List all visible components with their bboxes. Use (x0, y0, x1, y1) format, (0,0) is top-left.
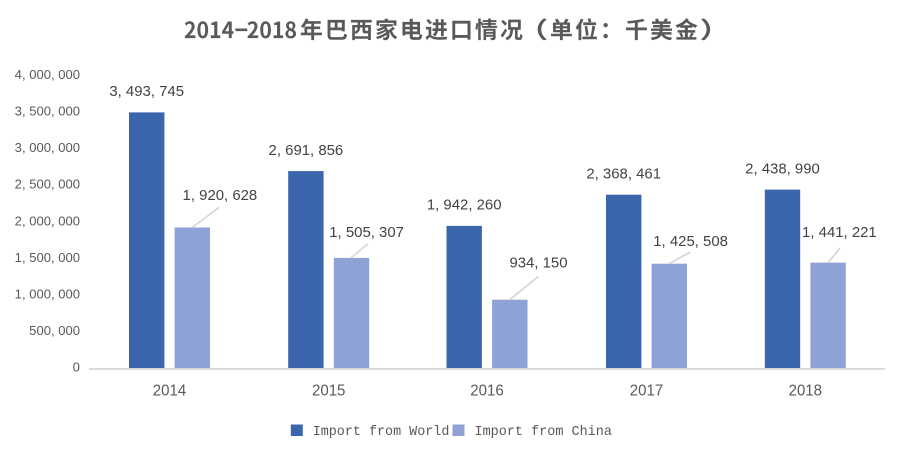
svg-text:2, 438, 990: 2, 438, 990 (745, 160, 820, 177)
svg-text:3, 493, 745: 3, 493, 745 (109, 83, 184, 100)
svg-text:2016: 2016 (470, 383, 503, 400)
svg-text:2015: 2015 (312, 383, 345, 400)
svg-text:1, 000, 000: 1, 000, 000 (15, 287, 80, 302)
svg-text:2, 691, 856: 2, 691, 856 (269, 142, 344, 159)
svg-text:2017: 2017 (630, 383, 663, 400)
svg-text:1, 942, 260: 1, 942, 260 (427, 197, 502, 214)
svg-text:3, 000, 000: 3, 000, 000 (15, 140, 80, 155)
svg-text:1, 505, 307: 1, 505, 307 (329, 224, 404, 241)
svg-text:2, 500, 000: 2, 500, 000 (15, 177, 80, 192)
svg-text:934, 150: 934, 150 (509, 254, 567, 271)
svg-text:3, 500, 000: 3, 500, 000 (15, 104, 80, 119)
svg-text:1, 920, 628: 1, 920, 628 (183, 187, 258, 204)
svg-text:1, 500, 000: 1, 500, 000 (15, 250, 80, 265)
svg-text:2, 000, 000: 2, 000, 000 (15, 213, 80, 228)
svg-text:4, 000, 000: 4, 000, 000 (15, 67, 80, 82)
svg-text:2018: 2018 (789, 383, 822, 400)
svg-text:Import from China: Import from China (475, 424, 612, 440)
svg-text:500, 000: 500, 000 (29, 323, 80, 338)
svg-text:2014: 2014 (153, 383, 186, 400)
svg-text:Import from World: Import from World (313, 424, 450, 440)
svg-text:1, 425, 508: 1, 425, 508 (653, 233, 728, 250)
svg-text:1, 441, 221: 1, 441, 221 (802, 224, 877, 241)
svg-text:0: 0 (73, 360, 80, 375)
svg-text:2, 368, 461: 2, 368, 461 (586, 165, 661, 182)
